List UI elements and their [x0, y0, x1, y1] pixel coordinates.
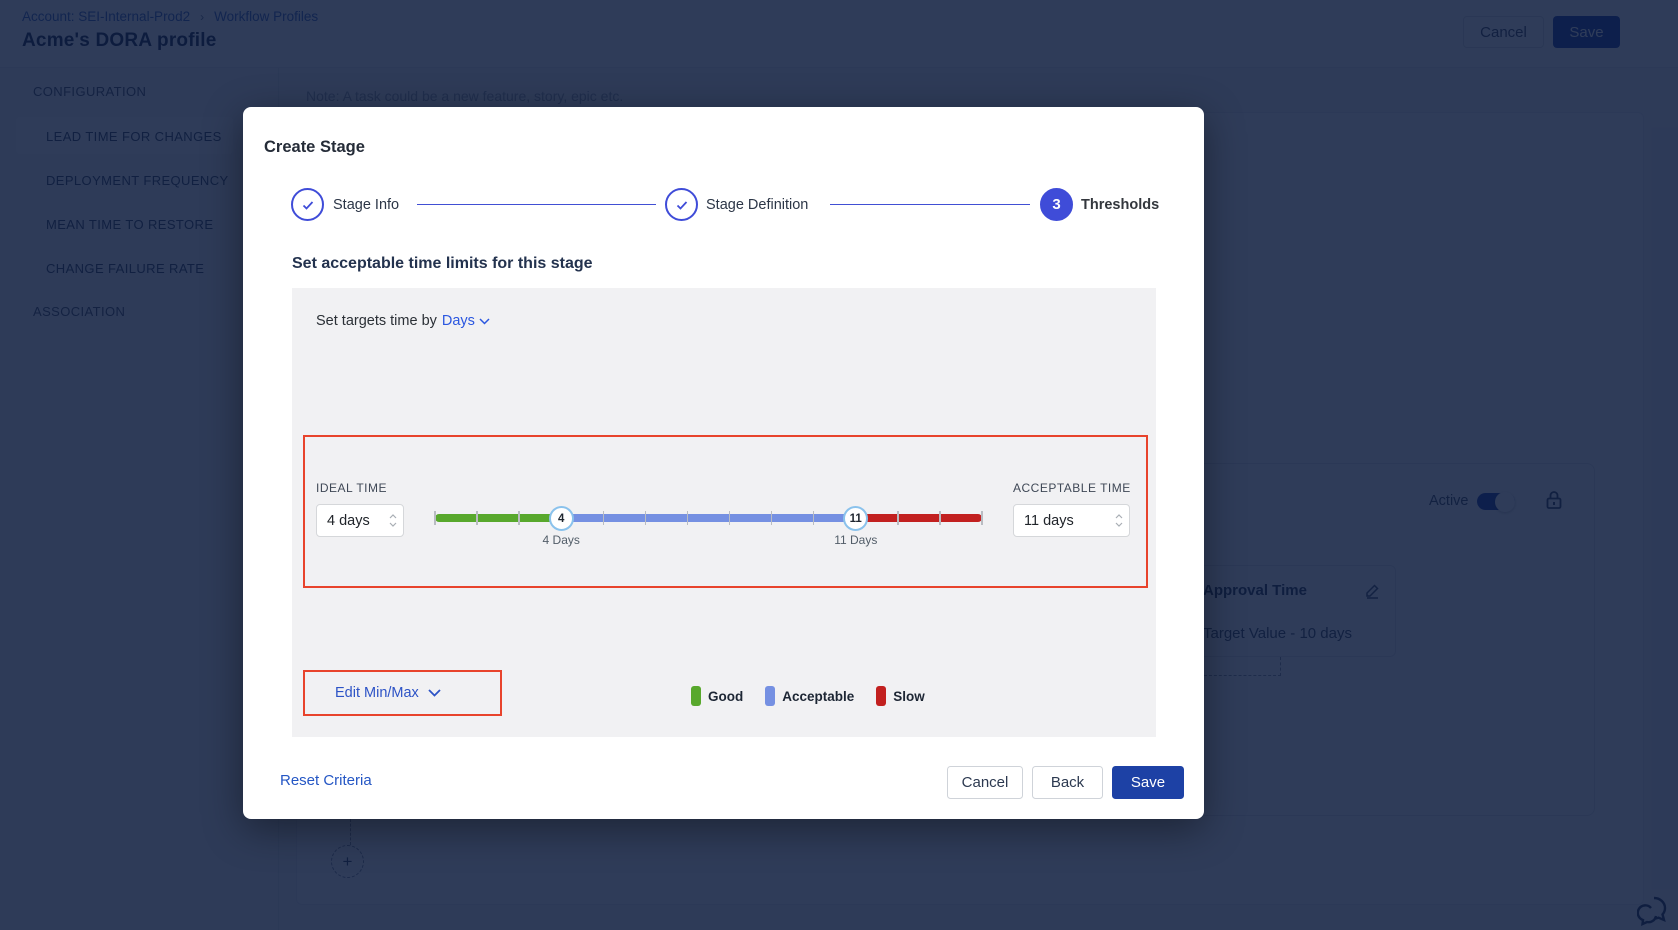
slow-swatch [876, 686, 887, 706]
acceptable-time-label: ACCEPTABLE TIME [1013, 481, 1131, 495]
ideal-time-input[interactable]: 4 days [316, 504, 404, 537]
acceptable-time-handle-label: 11 Days [834, 533, 878, 547]
legend-item-slow: Slow [876, 686, 925, 706]
legend-label-acceptable: Acceptable [782, 688, 855, 704]
modal-back-button[interactable]: Back [1032, 766, 1103, 799]
acceptable-time-spinners[interactable] [1115, 505, 1123, 536]
step-1-label[interactable]: Stage Info [333, 197, 400, 213]
threshold-slider: 4 4 Days 11 11 Days [434, 437, 983, 590]
step-connector-2 [830, 204, 1030, 205]
modal-save-button[interactable]: Save [1112, 766, 1184, 799]
ideal-time-value: 4 days [327, 512, 370, 529]
step-connector-1 [417, 204, 656, 205]
slider-tick [981, 511, 983, 525]
step-3-number-badge: 3 [1040, 188, 1073, 221]
slider-tick [939, 511, 941, 525]
acceptable-swatch [765, 686, 776, 706]
legend-label-good: Good [708, 688, 744, 704]
ideal-time-label: IDEAL TIME [316, 481, 388, 495]
modal-footer-buttons: Cancel Back Save [947, 766, 1184, 799]
legend-item-acceptable: Acceptable [765, 686, 854, 706]
step-2-check-icon [665, 188, 698, 221]
slider-tick [602, 511, 605, 525]
slider-tick [434, 511, 436, 525]
set-targets-row: Set targets time by Days [316, 313, 490, 329]
set-targets-label: Set targets time by [316, 313, 437, 329]
legend-label-slow: Slow [893, 688, 925, 704]
step-1-check-icon [291, 188, 324, 221]
modal-cancel-button[interactable]: Cancel [947, 766, 1023, 799]
spinner-down-icon[interactable] [389, 522, 397, 527]
slider-tick [728, 511, 731, 525]
slider-segment-acceptable [561, 514, 856, 522]
acceptable-time-handle[interactable]: 11 [843, 506, 869, 531]
spinner-up-icon[interactable] [389, 514, 397, 519]
spinner-down-icon[interactable] [1115, 522, 1123, 527]
acceptable-time-input[interactable]: 11 days [1013, 504, 1130, 537]
slider-tick [518, 511, 520, 525]
modal-title: Create Stage [264, 138, 365, 156]
acceptable-time-value: 11 days [1024, 512, 1074, 529]
slider-track[interactable]: 4 4 Days 11 11 Days [434, 506, 983, 547]
slider-tick [812, 511, 815, 525]
slider-legend: Good Acceptable Slow [691, 686, 925, 706]
slider-tick [897, 511, 899, 525]
threshold-slider-highlight-box: IDEAL TIME 4 days 4 4 Days 11 11 Days ACCEP… [303, 435, 1148, 588]
slider-segment-slow [855, 514, 982, 522]
chevron-down-icon [479, 317, 490, 325]
ideal-time-spinners[interactable] [389, 505, 397, 536]
step-2-label[interactable]: Stage Definition [706, 197, 809, 213]
slider-tick [644, 511, 647, 525]
reset-criteria-link[interactable]: Reset Criteria [280, 772, 372, 789]
create-stage-modal: Create Stage Stage Info Stage Definition… [243, 107, 1204, 819]
spinner-up-icon[interactable] [1115, 514, 1123, 519]
edit-minmax-button[interactable]: Edit Min/Max [335, 685, 419, 701]
ideal-time-handle[interactable]: 4 [548, 506, 574, 531]
time-unit-value: Days [441, 313, 475, 329]
slider-tick [770, 511, 773, 525]
thresholds-panel: Set targets time by Days IDEAL TIME 4 da… [292, 288, 1156, 737]
chevron-down-icon [428, 689, 441, 697]
step-3-label[interactable]: Thresholds [1081, 197, 1160, 213]
time-unit-dropdown[interactable]: Days [442, 313, 490, 329]
slider-segment-good [435, 514, 562, 522]
legend-item-good: Good [691, 686, 743, 706]
slider-tick [686, 511, 689, 525]
edit-minmax-highlight-box: Edit Min/Max [303, 670, 502, 716]
good-swatch [691, 686, 701, 706]
ideal-time-handle-label: 4 Days [542, 533, 580, 547]
thresholds-heading: Set acceptable time limits for this stag… [292, 255, 593, 272]
slider-tick [476, 511, 478, 525]
